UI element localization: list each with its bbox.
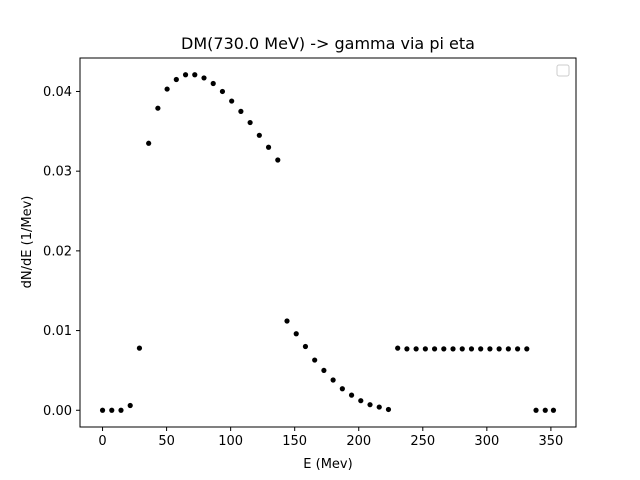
data-point (459, 346, 465, 352)
data-point (422, 346, 428, 352)
x-axis: 0 50 100 150 200 250 300 350 (98, 427, 563, 449)
data-point (164, 86, 170, 92)
y-axis-label: dN/dE (1/Mev) (20, 196, 35, 289)
legend-box (556, 64, 570, 77)
data-point (404, 346, 410, 352)
data-point (395, 345, 401, 351)
data-point (312, 357, 318, 363)
data-point (413, 346, 419, 352)
data-point (478, 346, 484, 352)
x-axis-label: E (Mev) (303, 457, 352, 472)
data-point (238, 108, 244, 114)
data-point (118, 407, 124, 413)
data-point (358, 398, 364, 404)
y-tick-label: 0.02 (43, 244, 72, 259)
data-point (339, 386, 345, 392)
data-point (533, 407, 539, 413)
data-point (348, 392, 355, 398)
y-tick-label: 0.01 (43, 324, 72, 339)
data-point (468, 346, 475, 352)
data-point (155, 105, 161, 111)
data-point (321, 367, 327, 374)
data-point (247, 119, 253, 126)
data-point (550, 407, 557, 413)
data-point (385, 406, 392, 413)
data-point (192, 72, 198, 78)
data-point (275, 157, 281, 163)
plot-frame (79, 57, 577, 428)
data-point (441, 346, 447, 352)
y-tick-label: 0.04 (43, 85, 72, 100)
data-point (505, 346, 511, 352)
x-tick-label: 100 (218, 434, 243, 449)
data-point (182, 72, 189, 78)
data-point (431, 346, 438, 352)
x-tick-label: 300 (474, 434, 499, 449)
data-point (293, 331, 299, 337)
data-points (99, 72, 557, 413)
x-tick-label: 350 (538, 434, 563, 449)
data-point (450, 346, 456, 352)
data-point (302, 343, 309, 350)
data-point (496, 346, 502, 352)
data-point (542, 407, 548, 413)
y-axis: 0.00 0.01 0.02 0.03 0.04 (43, 85, 80, 419)
x-tick-label: 0 (98, 434, 106, 449)
data-point (514, 346, 521, 352)
data-point (256, 132, 262, 138)
data-point (219, 88, 226, 95)
data-point (201, 75, 207, 81)
data-point (127, 402, 133, 409)
y-tick-label: 0.00 (43, 404, 72, 419)
data-point (210, 80, 216, 87)
data-point (524, 346, 530, 352)
data-point (109, 407, 115, 413)
y-tick-label: 0.03 (43, 165, 72, 180)
data-point (330, 377, 336, 383)
data-point (136, 345, 143, 351)
data-point (173, 76, 179, 83)
x-tick-label: 200 (346, 434, 371, 449)
data-point (376, 404, 382, 410)
data-point (284, 318, 290, 324)
chart-title: DM(730.0 MeV) -> gamma via pi eta (181, 34, 475, 53)
data-point (487, 346, 493, 352)
x-tick-label: 150 (282, 434, 307, 449)
data-point (367, 402, 373, 408)
data-point (99, 407, 106, 413)
data-point (229, 98, 235, 104)
data-point (146, 140, 152, 146)
x-tick-label: 250 (410, 434, 435, 449)
data-point (265, 144, 272, 150)
x-tick-label: 50 (158, 434, 175, 449)
